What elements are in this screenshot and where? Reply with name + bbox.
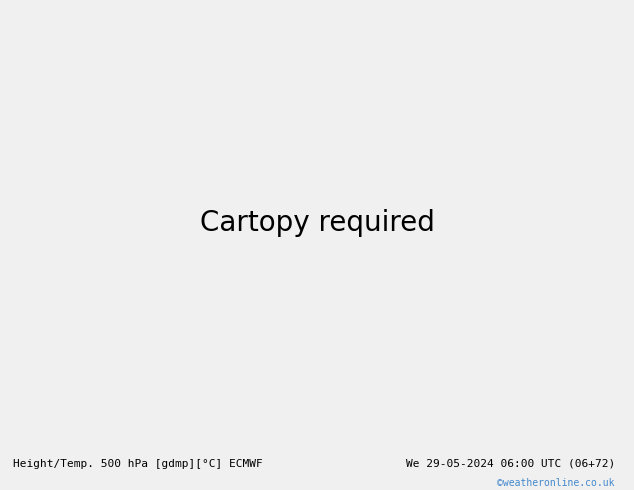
- Text: Height/Temp. 500 hPa [gdmp][°C] ECMWF: Height/Temp. 500 hPa [gdmp][°C] ECMWF: [13, 459, 262, 468]
- Text: We 29-05-2024 06:00 UTC (06+72): We 29-05-2024 06:00 UTC (06+72): [406, 459, 615, 468]
- Text: Cartopy required: Cartopy required: [200, 209, 434, 237]
- Text: ©weatheronline.co.uk: ©weatheronline.co.uk: [498, 478, 615, 489]
